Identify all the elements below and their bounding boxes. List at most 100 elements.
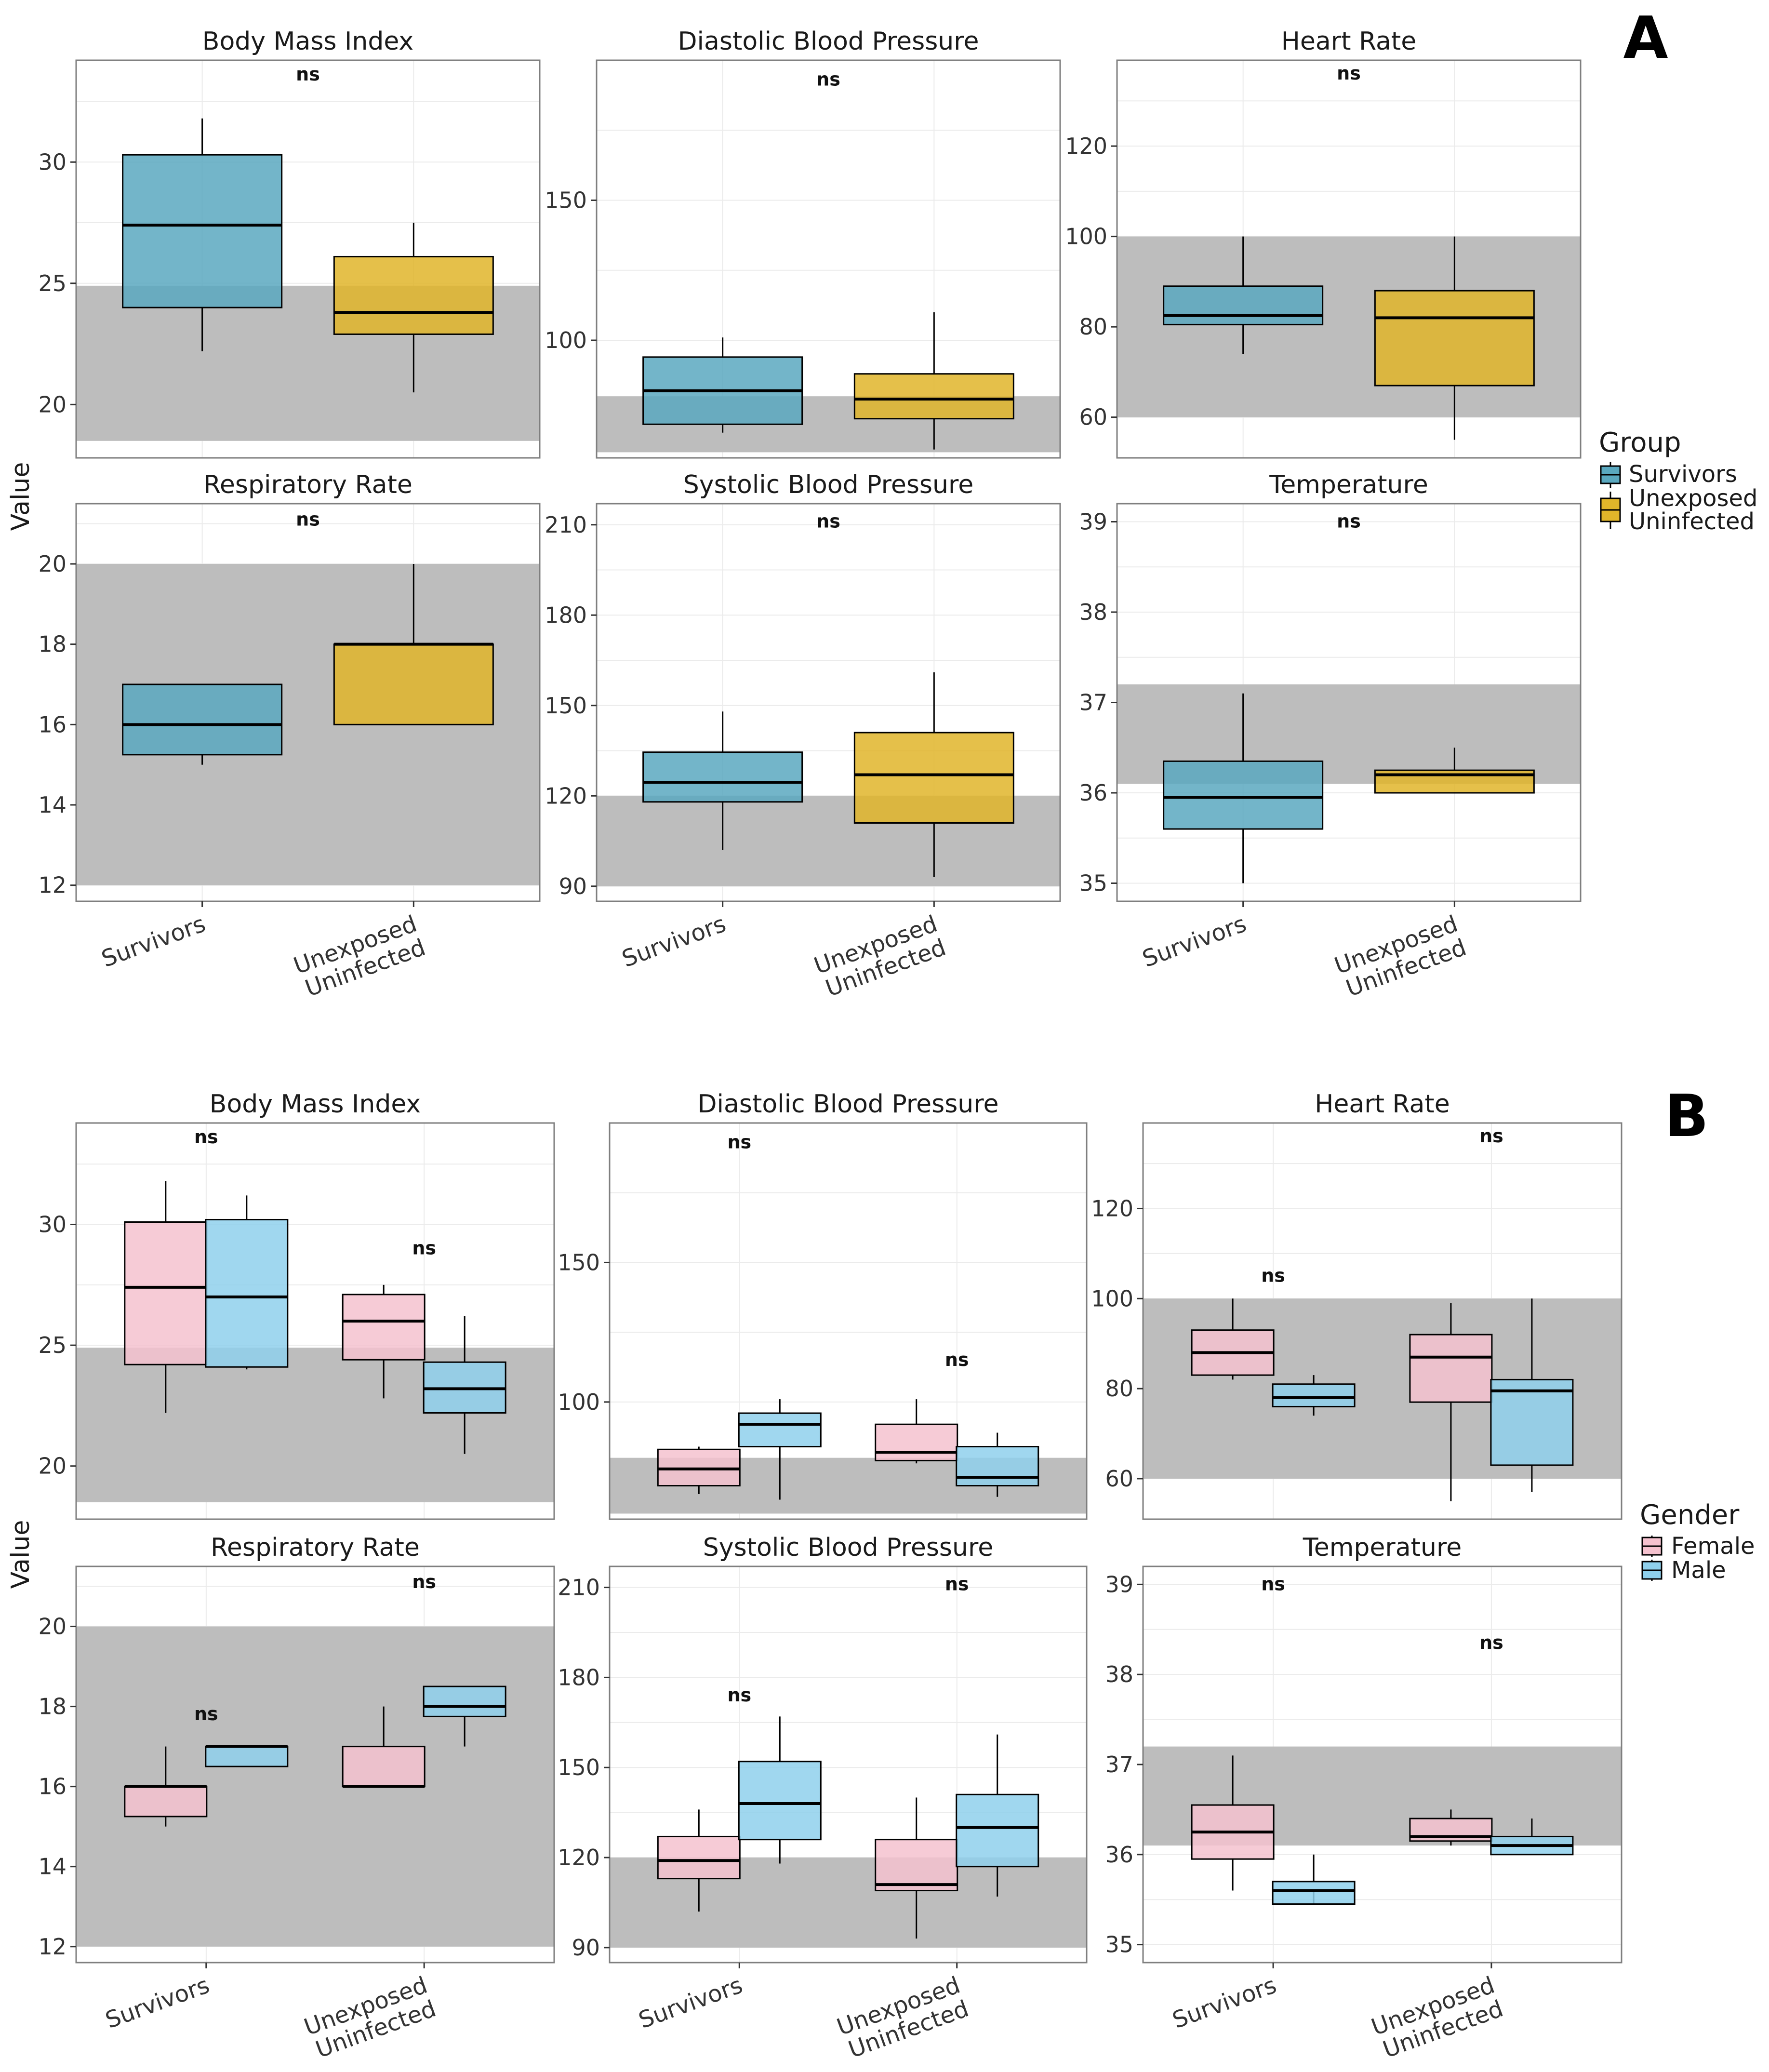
y-tick-label: 12 [38, 1934, 67, 1960]
significance-label: ns [1479, 1125, 1503, 1147]
significance-label: ns [194, 1126, 218, 1148]
box-b-4-2 [205, 1745, 289, 1767]
y-tick-label: 35 [1079, 870, 1107, 896]
y-tick-label: 150 [558, 1754, 600, 1780]
y-tick-label: 100 [1091, 1285, 1133, 1311]
box-iqr [875, 1839, 958, 1892]
y-tick-label: 180 [558, 1664, 600, 1690]
legend-title-b: Gender [1640, 1499, 1740, 1531]
box-iqr [657, 1835, 741, 1880]
box-a-1-1 [122, 118, 283, 351]
y-tick-label: 35 [1105, 1932, 1133, 1958]
y-tick-label: 80 [1079, 314, 1107, 340]
y-tick-label: 25 [38, 270, 67, 296]
box-b-2-2 [738, 1399, 822, 1500]
box-iqr [342, 1746, 426, 1788]
y-tick-label: 120 [1091, 1195, 1133, 1221]
box-b-4-1 [124, 1746, 208, 1827]
box-b-5-3 [875, 1797, 958, 1939]
box-iqr [1374, 290, 1535, 387]
box-a-6-2 [1374, 748, 1535, 794]
panel-frame [609, 1565, 1088, 1964]
panel-title: Diastolic Blood Pressure [698, 1090, 999, 1119]
panel-frame [596, 503, 1061, 902]
box-iqr [738, 1412, 822, 1447]
y-tick-label: 38 [1105, 1661, 1133, 1687]
panel-title: Diastolic Blood Pressure [678, 27, 979, 56]
box-iqr [642, 751, 803, 803]
significance-label: ns [194, 1703, 218, 1724]
y-tick-label: 30 [38, 149, 67, 175]
box-b-1-1 [124, 1181, 208, 1413]
legend-b: Gender Female Male [1640, 1499, 1755, 1584]
panel-a-3: ns 60 80 100 120 Heart Rate [1065, 27, 1582, 459]
significance-label: ns [727, 1684, 751, 1706]
significance-label: ns [1337, 63, 1361, 84]
y-tick-label: 37 [1079, 690, 1107, 716]
box-iqr [122, 683, 283, 756]
panel-title: Heart Rate [1281, 27, 1417, 56]
box-iqr [333, 643, 494, 725]
box-b-3-1 [1191, 1298, 1275, 1380]
box-b-6-4 [1490, 1818, 1574, 1856]
y-tick-label: 100 [545, 327, 587, 353]
y-tick-label: 90 [572, 1935, 600, 1961]
box-a-5-2 [853, 672, 1014, 877]
box-a-5-1 [642, 711, 803, 850]
box-iqr [956, 1793, 1039, 1868]
y-tick-label: 150 [558, 1249, 600, 1275]
panel-title: Respiratory Rate [203, 470, 412, 499]
significance-label: ns [945, 1573, 969, 1594]
panel-b-5: ns ns 90 120 150 180 210 Systolic Blood Pressur… [558, 1533, 1088, 2063]
y-tick-label: 20 [38, 391, 67, 417]
box-iqr [333, 255, 494, 335]
box-a-4-1 [122, 683, 283, 765]
y-tick-label: 100 [1065, 224, 1107, 250]
box-b-5-2 [738, 1716, 822, 1864]
box-b-2-4 [956, 1432, 1039, 1497]
panel-frame [1116, 59, 1582, 459]
significance-label: ns [296, 508, 320, 530]
panel-frame [75, 59, 541, 459]
box-b-6-2 [1272, 1854, 1356, 1905]
box-iqr [875, 1423, 958, 1461]
y-tick-label: 16 [38, 1774, 67, 1800]
panel-title: Body Mass Index [202, 27, 413, 56]
box-iqr [122, 154, 283, 308]
box-b-3-3 [1409, 1303, 1493, 1501]
box-b-3-2 [1272, 1375, 1356, 1416]
panel-title: Systolic Blood Pressure [683, 470, 973, 499]
box-b-5-1 [657, 1809, 741, 1912]
y-axis-label-b: Value [6, 1520, 35, 1589]
y-tick-label: 80 [1105, 1376, 1133, 1402]
y-tick-label: 25 [38, 1332, 67, 1358]
legend-label-uninfected: Uninfected [1629, 508, 1755, 535]
legend-title-a: Group [1599, 427, 1681, 458]
panel-frame [609, 1122, 1088, 1520]
box-iqr [853, 732, 1014, 824]
legend-label-male: Male [1671, 1557, 1726, 1584]
panel-title: Respiratory Rate [211, 1533, 420, 1562]
panel-frame [1142, 1122, 1623, 1520]
section-label-a: A [1623, 5, 1668, 72]
box-b-6-1 [1191, 1755, 1275, 1891]
panels-layer: ns 20 25 30 Body Mass Index ns 100 150 Diastolic… [38, 27, 1623, 2063]
y-tick-label: 36 [1079, 780, 1107, 806]
legend-label-unexposed: Unexposed [1629, 485, 1758, 512]
box-iqr [1409, 1334, 1493, 1403]
y-tick-label: 90 [559, 873, 587, 899]
panel-title: Systolic Blood Pressure [703, 1533, 993, 1562]
significance-label: ns [727, 1132, 751, 1153]
box-b-1-4 [423, 1316, 506, 1454]
y-tick-label: 120 [1065, 133, 1107, 159]
y-tick-label: 38 [1079, 599, 1107, 625]
box-a-6-1 [1163, 693, 1324, 883]
y-tick-label: 100 [558, 1389, 600, 1415]
y-axis-label-a: Value [6, 462, 35, 531]
box-a-4-2 [333, 564, 494, 725]
box-iqr [853, 373, 1014, 420]
y-tick-label: 20 [38, 1453, 67, 1479]
y-tick-label: 18 [38, 1694, 67, 1720]
